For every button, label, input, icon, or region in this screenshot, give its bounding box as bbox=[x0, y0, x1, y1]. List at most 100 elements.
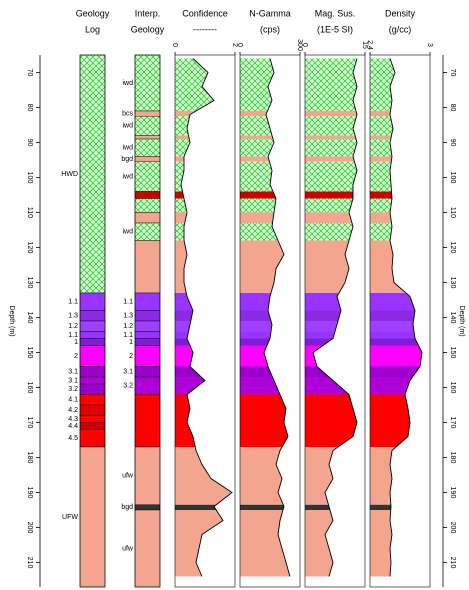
unit-label: 1.2 bbox=[123, 323, 133, 330]
unit-label: 3.2 bbox=[123, 383, 133, 390]
track-fill-band bbox=[370, 338, 422, 346]
track-fill-band bbox=[305, 111, 357, 117]
lithology-unit bbox=[134, 376, 161, 395]
unit-label: 3.1 bbox=[123, 369, 133, 376]
lithology-unit bbox=[79, 415, 106, 423]
depth-tick-label: 160 bbox=[26, 382, 33, 394]
unit-label: iwd bbox=[122, 229, 133, 236]
lithology-unit bbox=[79, 366, 106, 378]
lithology-unit bbox=[134, 310, 161, 322]
track-fill-band bbox=[240, 338, 290, 346]
track-frame bbox=[304, 54, 366, 588]
lithology-unit bbox=[134, 320, 161, 332]
unit-label: 1 bbox=[129, 339, 133, 346]
unit-label: 3.2 bbox=[68, 386, 78, 393]
log-curve bbox=[389, 58, 423, 577]
lithology-unit bbox=[134, 222, 161, 241]
track-frame bbox=[174, 54, 236, 588]
depth-tick-label: 150 bbox=[26, 347, 33, 359]
lithology-unit bbox=[134, 338, 161, 346]
track-fill-band bbox=[305, 310, 357, 321]
log-curve bbox=[263, 58, 291, 577]
depth-tick-label: 120 bbox=[449, 242, 456, 254]
lithology-unit bbox=[134, 212, 161, 224]
track-fill-band bbox=[305, 156, 357, 162]
track-tick-label: 3 bbox=[426, 43, 433, 47]
track-fill-band bbox=[240, 135, 290, 139]
column-title: Geology bbox=[76, 8, 110, 18]
depth-tick-label: 140 bbox=[26, 312, 33, 324]
track-fill-band bbox=[370, 366, 422, 377]
lithology-unit bbox=[134, 292, 161, 311]
depth-tick-label: 170 bbox=[449, 417, 456, 429]
track-fill-band bbox=[240, 504, 290, 510]
track-fill-band bbox=[305, 223, 357, 241]
track-fill-band bbox=[240, 212, 290, 223]
unit-label: iwd bbox=[122, 80, 133, 87]
lithology-unit bbox=[134, 394, 161, 448]
track-title: Density bbox=[385, 8, 416, 18]
track-fill-band bbox=[240, 331, 290, 339]
track-title: Confidence bbox=[182, 8, 228, 18]
column-subtitle: Geology bbox=[131, 24, 165, 34]
lithology-unit bbox=[79, 383, 106, 395]
track-fill-band bbox=[305, 58, 357, 111]
unit-label: 4.2 bbox=[68, 407, 78, 414]
track-unit: (cps) bbox=[260, 24, 280, 34]
lithology-unit bbox=[134, 446, 161, 505]
unit-label: 4.5 bbox=[68, 435, 78, 442]
unit-label: ufw bbox=[122, 545, 134, 552]
unit-label: bcs bbox=[122, 110, 133, 117]
depth-tick-label: 100 bbox=[449, 172, 456, 184]
track-fill-band bbox=[240, 394, 290, 447]
log-curve bbox=[180, 58, 233, 577]
depth-tick-label: 90 bbox=[449, 139, 456, 147]
track-fill-band bbox=[305, 321, 357, 332]
lithology-unit bbox=[134, 240, 161, 294]
track-fill-band bbox=[305, 116, 357, 136]
depth-tick-label: 160 bbox=[449, 382, 456, 394]
depth-tick-label: 130 bbox=[26, 277, 33, 289]
lithology-unit bbox=[134, 116, 161, 136]
track-tick-label: 2 bbox=[231, 43, 238, 47]
track-fill-band bbox=[305, 139, 357, 157]
unit-label: 2 bbox=[129, 353, 133, 360]
lithology-unit bbox=[79, 345, 106, 367]
track-fill-band bbox=[305, 191, 357, 199]
track-fill-band bbox=[305, 331, 357, 339]
track-fill-band bbox=[240, 191, 290, 199]
depth-tick-label: 210 bbox=[449, 557, 456, 569]
track-fill-band bbox=[305, 198, 357, 213]
track-fill-band bbox=[240, 310, 290, 321]
depth-tick-label: 70 bbox=[449, 69, 456, 77]
unit-label: UFW bbox=[62, 514, 78, 521]
column-frame bbox=[134, 54, 161, 588]
column-subtitle: Log bbox=[85, 24, 100, 34]
track-fill-band bbox=[305, 394, 357, 447]
unit-label: iwd bbox=[122, 123, 133, 130]
track-frame bbox=[369, 54, 431, 588]
track-tick-label: 0 bbox=[236, 43, 243, 47]
depth-tick-label: 170 bbox=[26, 417, 33, 429]
lithology-unit bbox=[134, 135, 161, 140]
track-fill-band bbox=[175, 504, 232, 510]
depth-tick-label: 210 bbox=[26, 557, 33, 569]
unit-label: 4.1 bbox=[68, 397, 78, 404]
depth-tick-label: 70 bbox=[26, 69, 33, 77]
column-title: Interp. bbox=[135, 8, 161, 18]
unit-label: ufw bbox=[122, 473, 134, 480]
track-title: Mag. Sus. bbox=[315, 8, 356, 18]
lithology-unit bbox=[79, 422, 106, 430]
track-fill-band bbox=[370, 310, 422, 321]
depth-tick-label: 200 bbox=[26, 522, 33, 534]
track-fill-band bbox=[240, 321, 290, 332]
lithology-unit bbox=[79, 446, 106, 588]
track-title: N-Gamma bbox=[249, 8, 291, 18]
track-unit: (1E-5 SI) bbox=[317, 24, 353, 34]
depth-tick-label: 120 bbox=[26, 242, 33, 254]
track-fill-band bbox=[305, 135, 357, 139]
unit-label: iwd bbox=[122, 173, 133, 180]
depth-tick-label: 190 bbox=[26, 487, 33, 499]
